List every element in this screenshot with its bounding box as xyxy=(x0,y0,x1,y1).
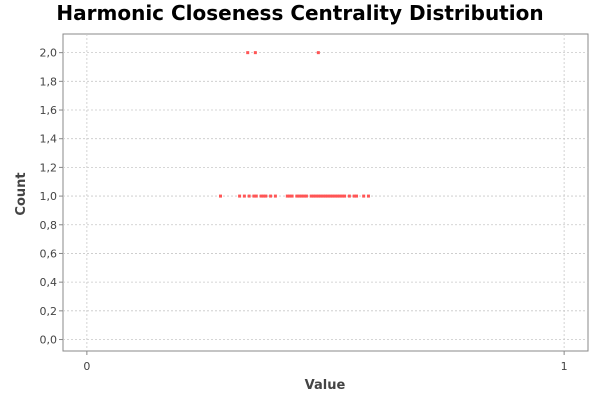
data-point xyxy=(343,194,347,198)
data-point xyxy=(253,51,257,55)
data-point xyxy=(347,194,351,198)
data-point xyxy=(219,194,222,198)
data-point xyxy=(340,194,344,198)
data-point xyxy=(254,194,258,198)
y-tick-label: 0,4 xyxy=(40,276,58,289)
data-point xyxy=(297,194,301,198)
x-gridlines xyxy=(86,34,565,351)
y-tick-label: 0,2 xyxy=(40,305,58,318)
y-tick-label: 1,4 xyxy=(40,133,58,146)
data-point xyxy=(246,51,250,55)
x-tick-label: 0 xyxy=(83,360,90,373)
data-point xyxy=(304,194,308,198)
data-point xyxy=(302,194,306,198)
y-tick-label: 1,8 xyxy=(40,75,58,88)
data-point xyxy=(295,194,299,198)
plot-area xyxy=(62,33,589,352)
y-tick-label: 0,0 xyxy=(40,334,58,347)
data-point xyxy=(316,51,320,55)
data-point xyxy=(285,194,289,198)
chart-title: Harmonic Closeness Centrality Distributi… xyxy=(56,1,544,25)
data-point xyxy=(309,194,313,198)
data-point xyxy=(324,194,327,198)
y-tick-label: 1,2 xyxy=(40,161,58,174)
data-point xyxy=(312,194,316,198)
data-point xyxy=(355,194,359,198)
data-point xyxy=(326,194,330,198)
data-point xyxy=(261,194,265,198)
x-tick-label: 1 xyxy=(561,360,568,373)
data-point xyxy=(328,194,332,198)
y-tick-label: 1,6 xyxy=(40,104,58,117)
data-point xyxy=(362,194,366,198)
data-point xyxy=(352,194,356,198)
y-gridlines xyxy=(63,52,588,340)
data-point xyxy=(333,194,337,198)
y-tick-label: 2,0 xyxy=(40,47,58,60)
y-axis-ticks: 0,0 0,2 0,4 0,6 0,8 1,0 1,2 1,4 1,6 1,8 2,0 xyxy=(40,47,63,347)
data-point xyxy=(316,194,320,198)
data-point xyxy=(269,194,273,198)
data-point xyxy=(238,194,242,198)
data-point xyxy=(331,194,335,198)
data-point xyxy=(366,194,370,198)
y-tick-label: 0,6 xyxy=(40,247,58,260)
data-point xyxy=(259,194,263,198)
data-point xyxy=(247,194,251,198)
data-points xyxy=(219,51,370,198)
y-tick-label: 1,0 xyxy=(40,190,58,203)
data-point xyxy=(288,194,292,198)
data-point xyxy=(273,194,277,198)
data-point xyxy=(290,194,294,198)
y-tick-label: 0,8 xyxy=(40,219,58,232)
data-point xyxy=(300,194,304,198)
data-point xyxy=(321,194,325,198)
data-point xyxy=(335,194,339,198)
x-axis-label: Value xyxy=(305,378,346,393)
y-axis-label: Count xyxy=(14,172,29,215)
data-point xyxy=(252,194,256,198)
data-point xyxy=(264,194,268,198)
data-point xyxy=(242,194,246,198)
data-point xyxy=(314,194,318,198)
data-point xyxy=(319,194,323,198)
data-point xyxy=(338,194,342,198)
